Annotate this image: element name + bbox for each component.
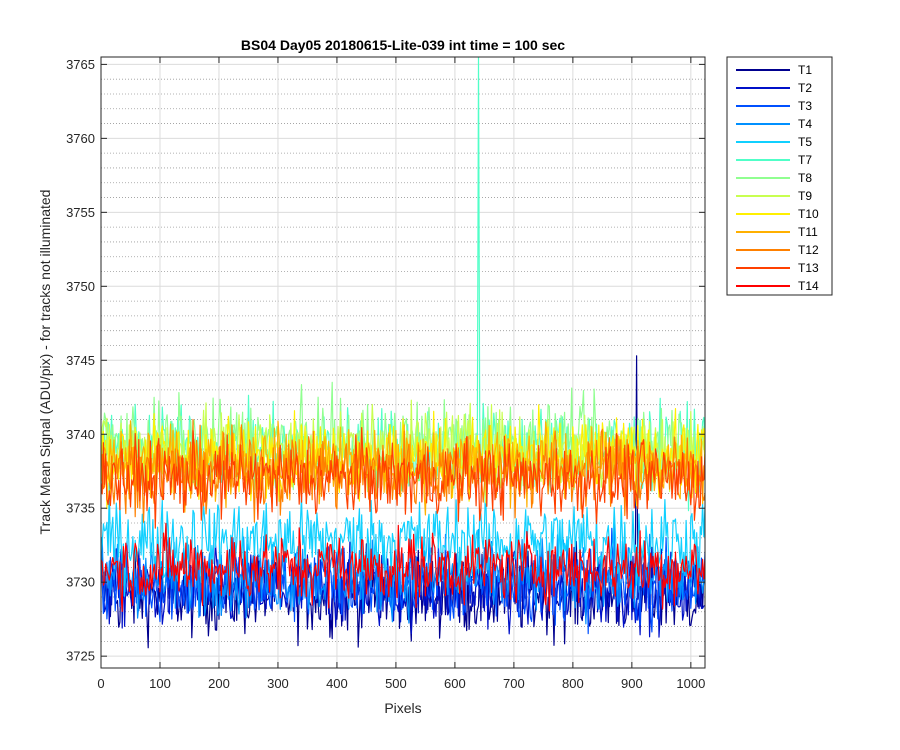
series-layer [101, 57, 705, 649]
y-axis-title: Track Mean Signal (ADU/pix) - for tracks… [37, 190, 53, 535]
series-line-t13 [101, 427, 705, 529]
x-tick-label: 100 [149, 676, 171, 691]
legend-label-t11: T11 [798, 225, 818, 239]
legend-label-t13: T13 [798, 261, 819, 275]
y-tick-label: 3755 [66, 205, 95, 220]
legend-label-t10: T10 [798, 207, 819, 221]
x-tick-label: 200 [208, 676, 230, 691]
x-tick-label: 300 [267, 676, 289, 691]
x-tick-label: 400 [326, 676, 348, 691]
x-tick-label: 600 [444, 676, 466, 691]
x-tick-label: 800 [562, 676, 584, 691]
series-line-t14 [101, 522, 705, 612]
legend-label-t8: T8 [798, 171, 812, 185]
legend-label-t14: T14 [798, 279, 819, 293]
y-tick-label: 3765 [66, 57, 95, 72]
legend-label-t1: T1 [798, 63, 812, 77]
legend-label-t2: T2 [798, 81, 812, 95]
x-tick-label: 1000 [676, 676, 705, 691]
x-tick-label: 900 [621, 676, 643, 691]
legend-label-t4: T4 [798, 117, 812, 131]
x-axis-title: Pixels [384, 700, 421, 716]
legend-label-t7: T7 [798, 153, 812, 167]
y-tick-label: 3735 [66, 501, 95, 516]
y-tick-label: 3760 [66, 131, 95, 146]
y-tick-label: 3745 [66, 353, 95, 368]
plot-frame [100, 56, 706, 669]
axis-ticks: 0 100 200 300 400 500 600 700 800 900 1000 3725 3730… [66, 57, 705, 691]
x-tick-label: 700 [503, 676, 525, 691]
chart-title: BS04 Day05 20180615-Lite-039 int time = … [241, 37, 565, 53]
legend: T1 T2 T3 T4 T5 T7 T8 T9 T10 T11 T12 T13 T14 [726, 56, 833, 296]
legend-label-t12: T12 [798, 243, 819, 257]
y-tick-label: 3750 [66, 279, 95, 294]
series-line-t12 [101, 418, 705, 523]
y-tick-label: 3725 [66, 649, 95, 664]
legend-label-t5: T5 [798, 135, 812, 149]
x-tick-label: 0 [97, 676, 104, 691]
y-tick-label: 3740 [66, 427, 95, 442]
x-tick-label: 500 [385, 676, 407, 691]
legend-label-t9: T9 [798, 189, 812, 203]
legend-label-t3: T3 [798, 99, 812, 113]
legend-box [726, 56, 833, 296]
y-tick-label: 3730 [66, 575, 95, 590]
